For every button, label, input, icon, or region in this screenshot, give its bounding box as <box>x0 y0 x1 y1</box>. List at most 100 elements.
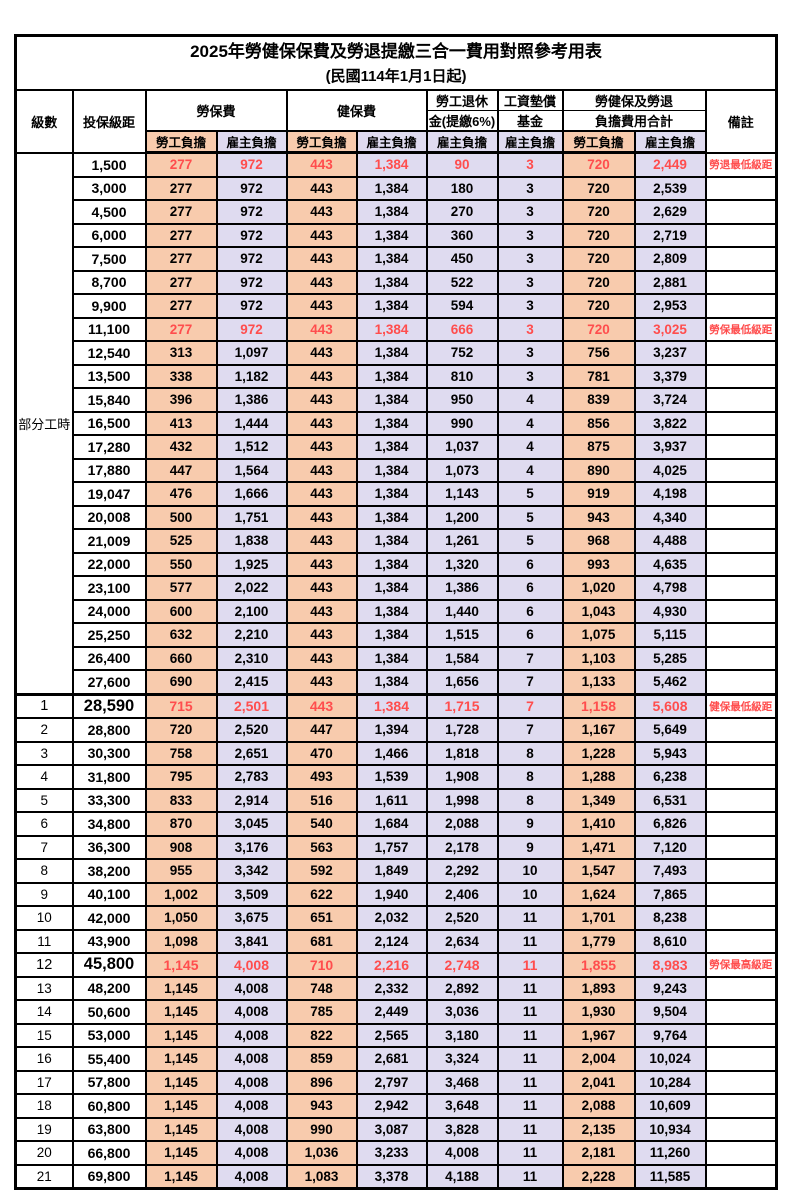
value-cell: 943 <box>561 504 636 530</box>
value-cell: 1,145 <box>144 1116 218 1142</box>
value-cell: 1,384 <box>355 151 428 178</box>
remark-cell <box>704 1022 778 1048</box>
value-cell: 10,934 <box>633 1116 707 1142</box>
value-cell: 1,384 <box>355 457 428 483</box>
value-cell: 1,444 <box>215 410 288 436</box>
value-cell: 2,634 <box>425 928 499 954</box>
value-cell: 90 <box>425 151 499 178</box>
insured-bracket-cell: 42,000 <box>71 905 147 931</box>
value-cell: 443 <box>285 151 358 178</box>
table-row: 6 34,800 870 3,045 540 1,684 2,088 9 1,410 6,826 <box>14 811 778 837</box>
remark-cell <box>704 528 778 554</box>
value-cell: 1,751 <box>215 504 288 530</box>
value-cell: 313 <box>144 340 218 366</box>
value-cell: 443 <box>285 387 358 413</box>
value-cell: 785 <box>285 999 358 1025</box>
value-cell: 450 <box>425 246 499 272</box>
value-cell: 1,073 <box>425 457 499 483</box>
value-cell: 3,180 <box>425 1022 499 1048</box>
value-cell: 856 <box>561 410 636 436</box>
value-cell: 1,384 <box>355 387 428 413</box>
table-row: 22,000 550 1,925 443 1,384 1,320 6 993 4,635 <box>16 551 778 577</box>
value-cell: 6 <box>496 598 564 624</box>
value-cell: 5,462 <box>633 669 707 695</box>
value-cell: 360 <box>425 222 499 248</box>
value-cell: 2,892 <box>425 975 499 1001</box>
value-cell: 1,818 <box>425 740 499 766</box>
insured-bracket-cell: 16,500 <box>71 410 147 436</box>
value-cell: 396 <box>144 387 218 413</box>
insured-bracket-cell: 12,540 <box>71 340 147 366</box>
remark-cell <box>704 504 778 530</box>
value-cell: 1,855 <box>561 952 636 978</box>
level-cell: 16 <box>14 1046 74 1072</box>
value-cell: 3,379 <box>633 363 707 389</box>
value-cell: 2,041 <box>561 1069 636 1095</box>
value-cell: 3 <box>496 363 564 389</box>
table-row: 16 55,400 1,145 4,008 859 2,681 3,324 11 2,004 10… <box>14 1046 778 1072</box>
value-cell: 3 <box>496 340 564 366</box>
value-cell: 2,022 <box>215 575 288 601</box>
value-cell: 443 <box>285 293 358 319</box>
remark-cell <box>704 175 778 201</box>
value-cell: 443 <box>285 504 358 530</box>
col-header-level: 級數 <box>14 89 74 154</box>
value-cell: 1,200 <box>425 504 499 530</box>
value-cell: 1,349 <box>561 787 636 813</box>
remark-cell <box>704 834 778 860</box>
value-cell: 6,826 <box>633 811 707 837</box>
value-cell: 443 <box>285 175 358 201</box>
value-cell: 7,120 <box>633 834 707 860</box>
value-cell: 443 <box>285 457 358 483</box>
value-cell: 1,145 <box>144 975 218 1001</box>
value-cell: 1,320 <box>425 551 499 577</box>
value-cell: 525 <box>144 528 218 554</box>
insured-bracket-cell: 21,009 <box>71 528 147 554</box>
value-cell: 3,937 <box>633 434 707 460</box>
value-cell: 3,822 <box>633 410 707 436</box>
subheader-pension-employer: 雇主負擔 <box>425 130 499 154</box>
value-cell: 443 <box>285 528 358 554</box>
level-cell: 11 <box>14 928 74 954</box>
insured-bracket-cell: 22,000 <box>71 551 147 577</box>
value-cell: 3 <box>496 222 564 248</box>
value-cell: 651 <box>285 905 358 931</box>
value-cell: 3,087 <box>355 1116 428 1142</box>
value-cell: 1,384 <box>355 528 428 554</box>
col-header-pension-line1: 勞工退休 <box>425 89 499 111</box>
value-cell: 500 <box>144 504 218 530</box>
subheader-health-employee: 勞工負擔 <box>285 130 358 154</box>
value-cell: 943 <box>285 1093 358 1119</box>
table-row: 10 42,000 1,050 3,675 651 2,032 2,520 11 1,701 8,… <box>14 905 778 931</box>
value-cell: 1,145 <box>144 1140 218 1166</box>
value-cell: 3,675 <box>215 905 288 931</box>
value-cell: 1,930 <box>561 999 636 1025</box>
value-cell: 3,828 <box>425 1116 499 1142</box>
value-cell: 710 <box>285 952 358 978</box>
value-cell: 443 <box>285 410 358 436</box>
value-cell: 2,681 <box>355 1046 428 1072</box>
value-cell: 1,386 <box>425 575 499 601</box>
value-cell: 1,893 <box>561 975 636 1001</box>
value-cell: 1,020 <box>561 575 636 601</box>
value-cell: 622 <box>285 881 358 907</box>
value-cell: 516 <box>285 787 358 813</box>
value-cell: 11,260 <box>633 1140 707 1166</box>
value-cell: 720 <box>561 246 636 272</box>
value-cell: 3,036 <box>425 999 499 1025</box>
value-cell: 833 <box>144 787 218 813</box>
value-cell: 1,097 <box>215 340 288 366</box>
value-cell: 5 <box>496 504 564 530</box>
insured-bracket-cell: 34,800 <box>71 811 147 837</box>
table-row: 17,280 432 1,512 443 1,384 1,037 4 875 3,937 <box>16 434 778 460</box>
value-cell: 4,008 <box>215 1116 288 1142</box>
value-cell: 5,608 <box>633 692 707 719</box>
remark-cell <box>704 1069 778 1095</box>
value-cell: 1,471 <box>561 834 636 860</box>
level-group-part-time: 部分工時 <box>14 151 74 695</box>
header-row-sub: 勞工負擔 雇主負擔 勞工負擔 雇主負擔 雇主負擔 雇主負擔 勞工負擔 雇主負擔 <box>16 130 777 154</box>
insured-bracket-cell: 1,500 <box>71 151 147 178</box>
value-cell: 1,167 <box>561 717 636 743</box>
value-cell: 2,520 <box>425 905 499 931</box>
value-cell: 550 <box>144 551 218 577</box>
